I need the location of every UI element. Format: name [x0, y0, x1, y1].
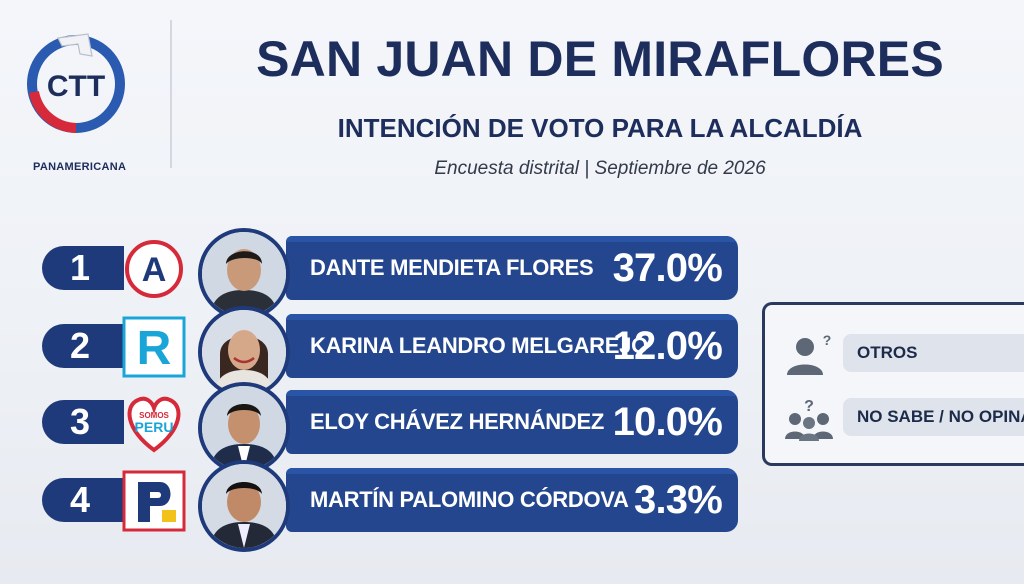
- page-subtitle: INTENCIÓN DE VOTO PARA LA ALCALDÍA: [337, 113, 863, 143]
- party-r-logo: R: [122, 316, 186, 378]
- logo-subtitle: PANAMERICANA: [33, 161, 127, 173]
- party-a-logo: A: [125, 240, 183, 298]
- rank-badge: 2: [42, 324, 124, 368]
- other-response-row: ? OTROS: [765, 325, 1024, 381]
- candidate-row: 4 MARTÍN PALOMINO CÓRDOVA 3.3%: [0, 460, 760, 552]
- ctt-logo: CTT PANAMERICANA: [20, 18, 160, 173]
- svg-text:?: ?: [823, 332, 832, 348]
- candidate-bar: KARINA LEANDRO MELGAREJO 12.0%: [286, 314, 738, 378]
- other-responses-panel: ? OTROS ? NO SABE / NO OPINA: [762, 302, 1024, 466]
- survey-meta: Encuesta distrital | Septiembre de 2026: [434, 158, 766, 179]
- candidate-row: 2 R KARINA LEANDRO MELGAREJO 12.0%: [0, 306, 760, 398]
- candidate-bar: DANTE MENDIETA FLORES 37.0%: [286, 236, 738, 300]
- candidate-row: 3 SOMOS PERU ELOY CHÁVEZ HERNÁNDEZ 10.0%: [0, 382, 760, 474]
- candidate-photo: [198, 460, 290, 552]
- other-response-label: OTROS: [843, 334, 1024, 372]
- page-title: SAN JUAN DE MIRAFLORES: [256, 31, 944, 87]
- rank-badge: 4: [42, 478, 124, 522]
- party-a-letter: A: [142, 251, 167, 289]
- somos-peru-logo: SOMOS PERU: [127, 396, 181, 453]
- svg-text:PERU: PERU: [135, 419, 174, 435]
- vote-percentage: 3.3%: [634, 478, 723, 522]
- vote-percentage: 10.0%: [612, 400, 723, 444]
- group-question-icon: ?: [785, 398, 833, 441]
- vote-percentage: 37.0%: [612, 246, 723, 290]
- person-question-icon: ?: [787, 332, 832, 375]
- ctt-logo-text: CTT: [47, 70, 105, 103]
- party-r-letter: R: [137, 322, 172, 375]
- svg-text:?: ?: [804, 398, 814, 415]
- candidate-avatar-icon: [202, 232, 286, 316]
- candidate-name: MARTÍN PALOMINO CÓRDOVA: [310, 487, 629, 512]
- other-response-label: NO SABE / NO OPINA: [843, 398, 1024, 436]
- candidate-avatar-icon: [202, 386, 286, 470]
- candidate-bar: MARTÍN PALOMINO CÓRDOVA 3.3%: [286, 468, 738, 532]
- candidate-bar: ELOY CHÁVEZ HERNÁNDEZ 10.0%: [286, 390, 738, 454]
- candidate-name: ELOY CHÁVEZ HERNÁNDEZ: [310, 409, 604, 434]
- vote-percentage: 12.0%: [612, 324, 723, 368]
- candidate-name: KARINA LEANDRO MELGAREJO: [310, 333, 648, 358]
- candidate-avatar-icon: [202, 464, 286, 548]
- party-p-logo: [122, 470, 186, 532]
- candidate-row: 1 A DANTE MENDIETA FLORES 37.0%: [0, 228, 760, 320]
- ctt-logo-ring-icon: CTT: [27, 33, 125, 133]
- header-divider: [170, 20, 172, 168]
- candidate-name: DANTE MENDIETA FLORES: [310, 255, 594, 280]
- rank-badge: 1: [42, 246, 124, 290]
- svg-text:SOMOS: SOMOS: [139, 411, 169, 420]
- rank-badge: 3: [42, 400, 124, 444]
- other-response-row: ? NO SABE / NO OPINA: [765, 389, 1024, 445]
